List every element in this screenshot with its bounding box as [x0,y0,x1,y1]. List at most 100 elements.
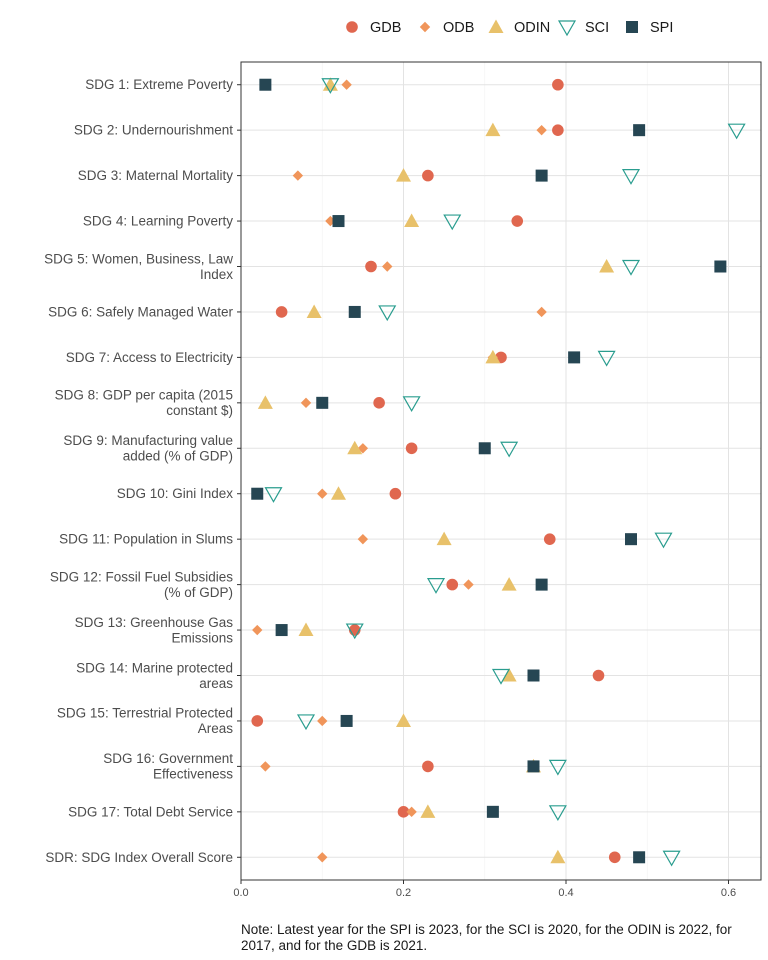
point-sci [727,123,746,140]
x-tick-label: 0.6 [721,887,736,899]
data-points [251,77,746,867]
point-gdb [552,124,564,136]
point-odb [292,170,304,181]
x-axis: 0.0 0.2 0.4 0.6 [233,880,736,899]
category-label: SDG 17: Total Debt Service [68,804,233,819]
legend-label: SCI [585,20,609,36]
legend-key-odb [419,21,431,33]
point-odb [317,715,328,727]
point-sci [321,78,340,94]
point-odb [536,124,547,136]
point-sci [426,578,446,594]
point-odin [485,349,501,364]
point-sci [264,487,283,503]
point-gdb [446,578,459,591]
category-labels: SDG 1: Extreme Poverty SDG 2: Undernouris… [44,77,241,865]
point-odin [396,713,411,727]
point-gdb [405,442,418,455]
point-spi [535,578,548,591]
point-odb [463,579,474,590]
plot-border [240,61,762,881]
category-label: SDG 8: GDP per capita (2015 constant $) [55,388,233,419]
category-label: SDG 6: Safely Managed Water [48,304,233,319]
point-gdb [389,487,402,500]
x-tick-label: 0.4 [558,887,573,899]
point-odin [501,577,517,591]
point-gdb [592,669,605,682]
point-gdb [543,533,556,545]
point-odb [300,397,312,409]
category-label: SDG 16: Government Effectiveness [103,751,233,782]
point-spi [340,714,353,727]
category-label: SDG 13: Greenhouse Gas Emissions [75,615,234,646]
legend-label: ODIN [514,20,550,36]
legend-item-odb: ODB [419,20,474,36]
point-gdb [608,851,621,864]
point-spi [633,851,646,864]
point-spi [633,124,646,137]
point-odin [298,622,314,637]
point-odb [317,852,328,863]
x-tick-label: 0.0 [233,887,248,899]
legend-item-gdb: GDB [346,20,401,36]
point-odin [550,849,566,864]
point-gdb [422,169,434,182]
point-spi [348,305,361,318]
legend-key-gdb [346,21,358,33]
point-sci [296,714,316,731]
legend-label: SPI [650,20,673,36]
category-label: SDG 2: Undernourishment [74,123,233,138]
category-label: SDG 9: Manufacturing value added (% of GD… [63,433,233,464]
plot-panel [241,62,761,880]
point-gdb [373,397,385,409]
point-odb [317,488,328,499]
point-spi [478,442,491,455]
point-gdb [511,215,524,227]
legend-label: GDB [370,20,401,36]
point-odb [260,761,271,772]
category-label: SDG 15: Terrestrial Protected Areas [57,706,233,737]
category-label: SDG 5: Women, Business, Law Index [44,251,233,282]
legend-item-odin: ODIN [488,19,550,36]
point-spi [259,78,272,91]
point-odin [436,531,452,546]
point-gdb [422,760,434,773]
point-odin [306,304,322,318]
point-sci [378,305,397,322]
point-odb [382,261,393,272]
point-spi [251,487,264,500]
point-odin [347,440,363,455]
category-label: SDG 11: Population in Slums [59,532,233,547]
x-tick-label: 0.2 [396,887,411,899]
point-sci [443,214,462,231]
legend-item-sci: SCI [557,20,609,37]
point-spi [527,669,540,682]
category-label: SDG 4: Learning Poverty [83,214,233,229]
point-spi [316,396,329,409]
legend-key-odin [488,19,504,33]
point-odin [396,168,411,182]
point-odb [341,79,352,90]
point-sci [621,169,641,185]
legend-key-sci [557,20,577,37]
legend-item-spi: SPI [626,20,673,36]
category-label: SDG 7: Access to Electricity [66,350,234,365]
point-spi [332,215,345,228]
point-sci [654,532,673,549]
point-spi [535,169,548,182]
point-odin [331,486,346,500]
point-odb [406,806,417,818]
category-label: SDG 12: Fossil Fuel Subsidies (% of GDP) [50,569,233,600]
point-spi [714,260,727,273]
point-sci [597,350,616,367]
point-odb [252,624,263,636]
category-label: SDG 14: Marine protected areas [76,660,233,691]
category-label: SDG 10: Gini Index [117,486,234,501]
category-label: SDG 3: Maternal Mortality [78,168,234,183]
point-sci [345,623,364,640]
point-gdb [275,306,288,318]
legend: GDB ODB ODIN SCI SPI [346,19,673,37]
chart-note: Note: Latest year for the SPI is 2023, f… [241,922,732,953]
point-sci [402,396,421,413]
point-gdb [365,260,377,273]
